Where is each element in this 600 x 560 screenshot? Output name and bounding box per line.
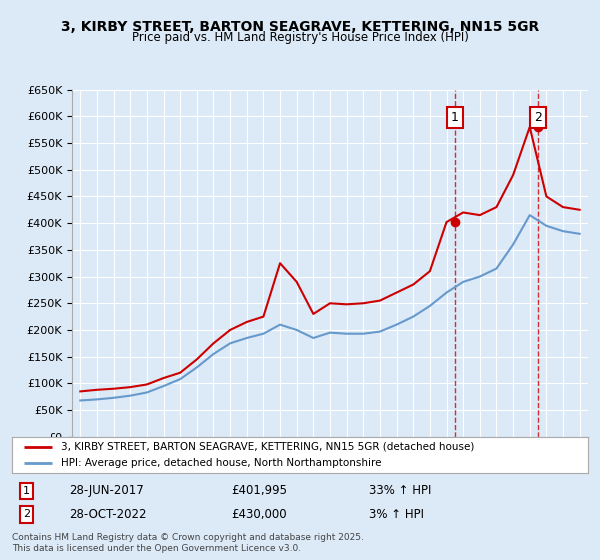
- Text: 33% ↑ HPI: 33% ↑ HPI: [369, 484, 431, 497]
- Text: 2: 2: [23, 509, 30, 519]
- Text: HPI: Average price, detached house, North Northamptonshire: HPI: Average price, detached house, Nort…: [61, 458, 382, 468]
- Text: 1: 1: [451, 111, 459, 124]
- Text: 3, KIRBY STREET, BARTON SEAGRAVE, KETTERING, NN15 5GR: 3, KIRBY STREET, BARTON SEAGRAVE, KETTER…: [61, 20, 539, 34]
- Text: 28-JUN-2017: 28-JUN-2017: [70, 484, 145, 497]
- Text: 2: 2: [534, 111, 542, 124]
- Text: £430,000: £430,000: [231, 508, 287, 521]
- Text: 28-OCT-2022: 28-OCT-2022: [70, 508, 147, 521]
- Text: Contains HM Land Registry data © Crown copyright and database right 2025.
This d: Contains HM Land Registry data © Crown c…: [12, 533, 364, 553]
- Text: £401,995: £401,995: [231, 484, 287, 497]
- Text: 1: 1: [23, 486, 30, 496]
- Text: 3% ↑ HPI: 3% ↑ HPI: [369, 508, 424, 521]
- Text: Price paid vs. HM Land Registry's House Price Index (HPI): Price paid vs. HM Land Registry's House …: [131, 31, 469, 44]
- Text: 3, KIRBY STREET, BARTON SEAGRAVE, KETTERING, NN15 5GR (detached house): 3, KIRBY STREET, BARTON SEAGRAVE, KETTER…: [61, 442, 475, 452]
